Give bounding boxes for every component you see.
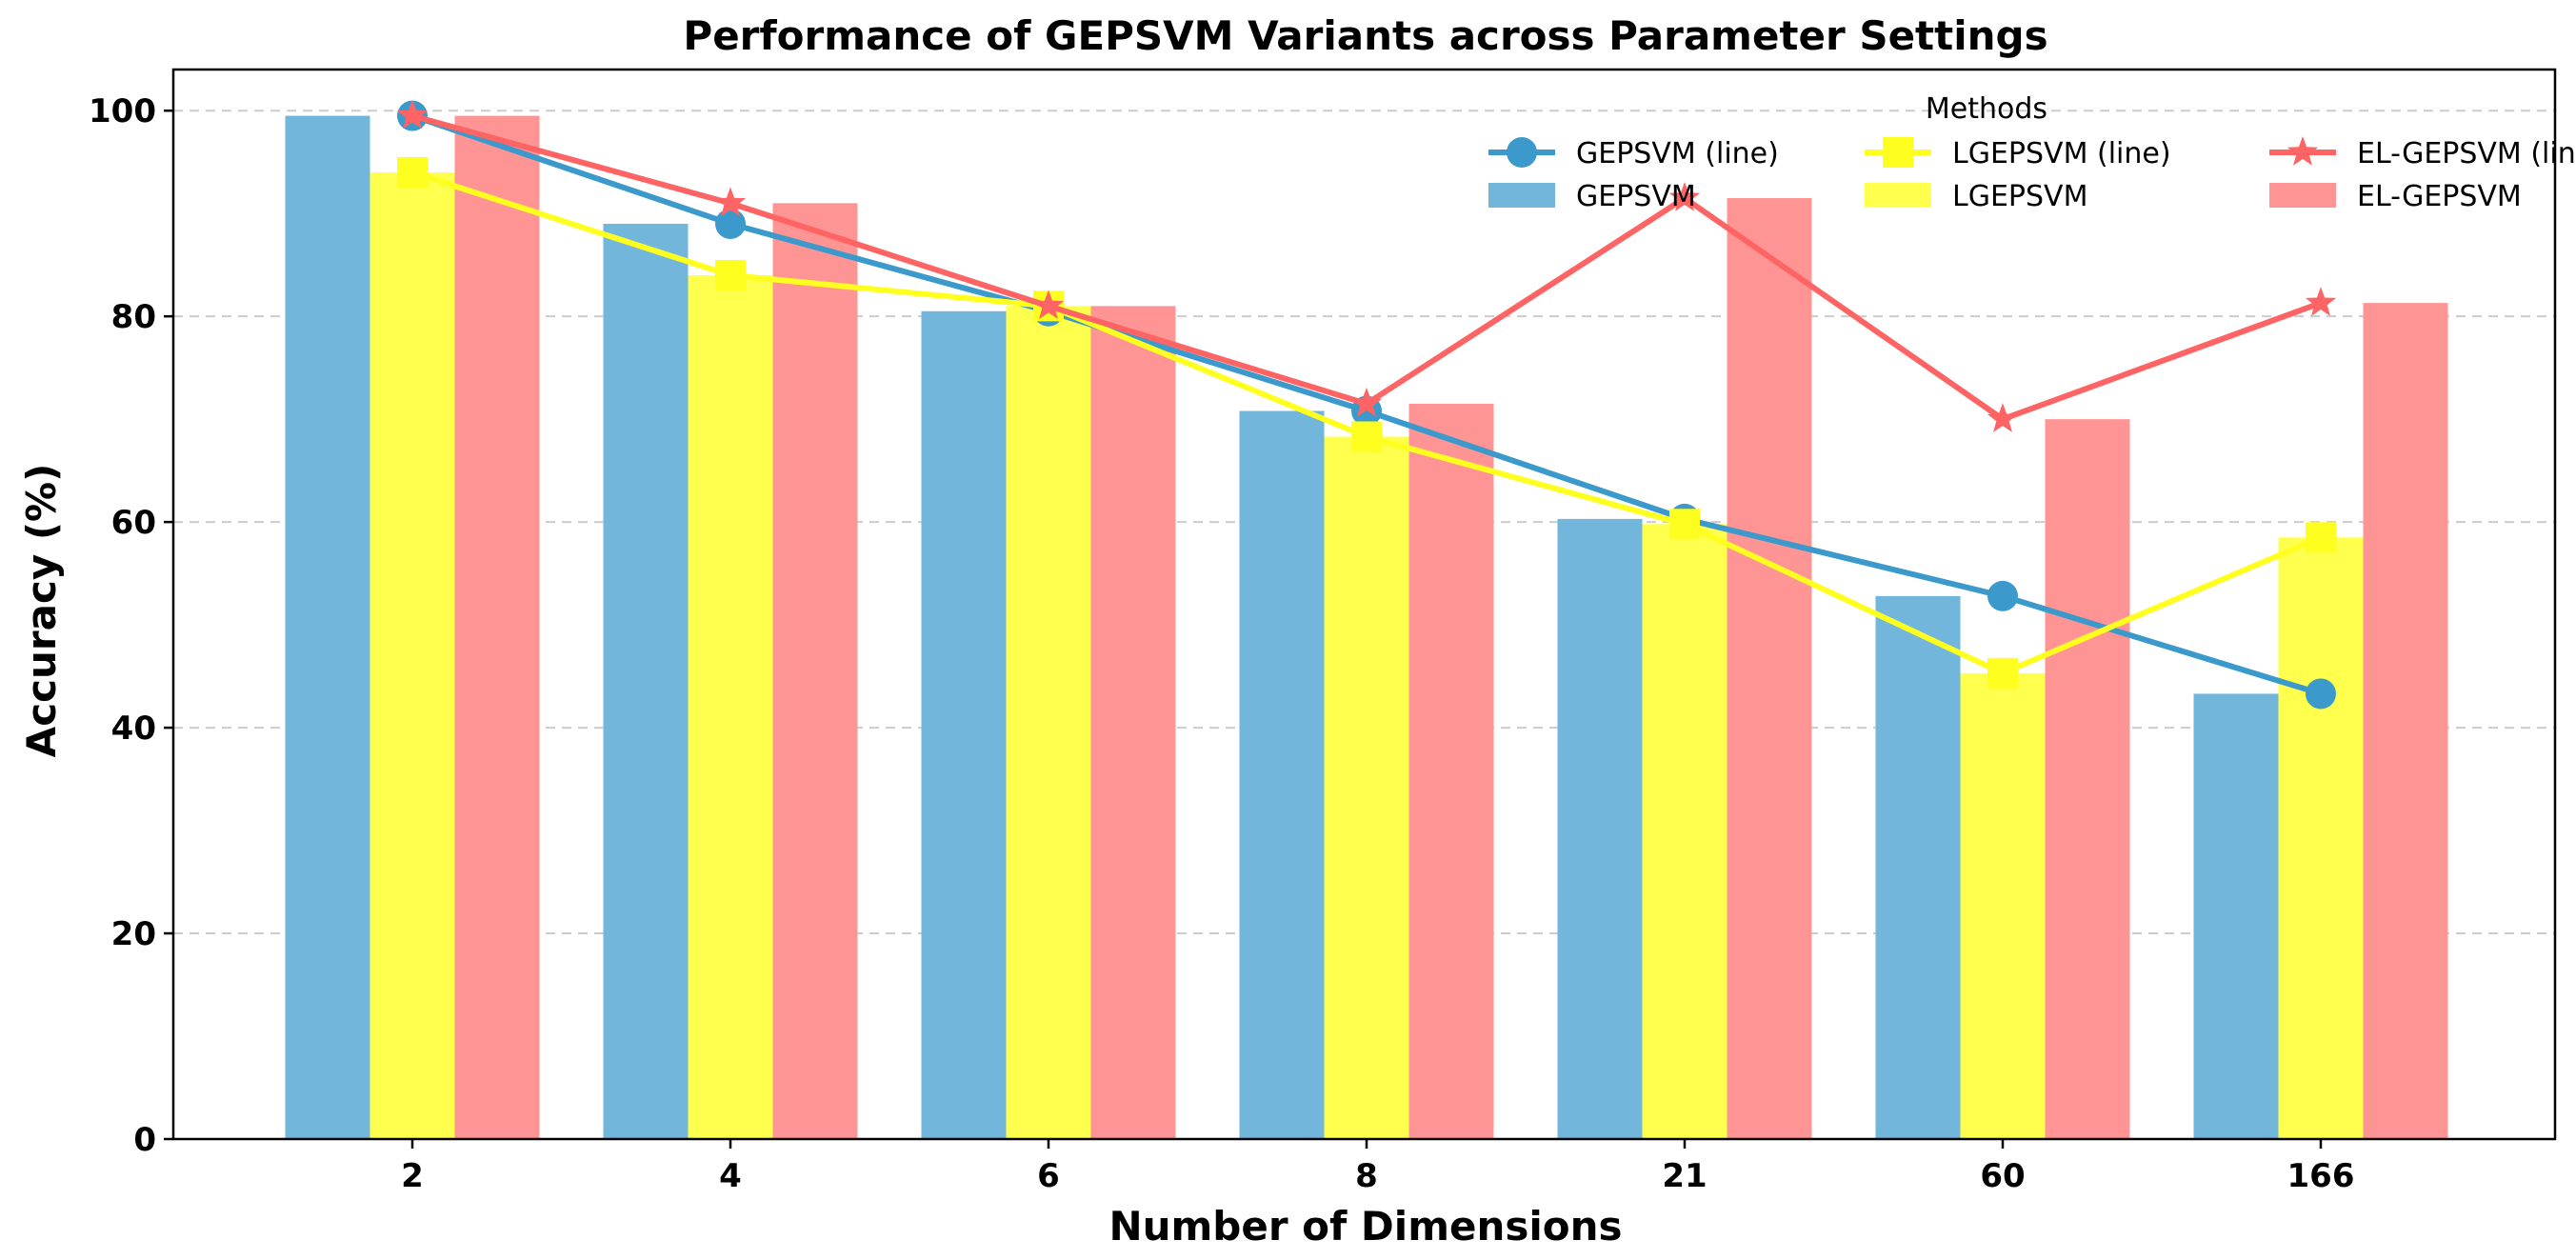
x-tick-label: 60 xyxy=(1980,1157,2025,1195)
bar-lgepsvm-4 xyxy=(688,274,773,1139)
marker-star-4 xyxy=(714,187,747,217)
legend-swatch-bar xyxy=(1865,183,1931,208)
bar-lgepsvm-21 xyxy=(1642,524,1727,1139)
y-tick-label: 60 xyxy=(111,504,156,542)
legend: Methods GEPSVM (line) LGEPSVM (line) EL-GEP… xyxy=(1488,92,2576,213)
bars xyxy=(285,115,2448,1140)
marker-star-166 xyxy=(2305,287,2337,316)
bar-gepsvm-60 xyxy=(1875,595,1961,1139)
bar-el-gepsvm-21 xyxy=(1727,197,1812,1140)
y-tick-label: 100 xyxy=(89,92,156,130)
x-tick-label: 8 xyxy=(1355,1157,1378,1195)
marker-square-166 xyxy=(2306,522,2336,553)
legend-label: LGEPSVM xyxy=(1952,180,2087,213)
legend-marker-square xyxy=(1883,137,1913,168)
legend-label: EL-GEPSVM xyxy=(2357,180,2522,213)
legend-label: LGEPSVM (line) xyxy=(1952,137,2171,170)
marker-circle-4 xyxy=(715,208,746,239)
y-tick-label: 40 xyxy=(111,710,156,748)
y-axis-label: Accuracy (%) xyxy=(18,464,65,758)
chart-title: Performance of GEPSVM Variants across Pa… xyxy=(683,12,2047,59)
legend-label: GEPSVM (line) xyxy=(1576,137,1779,170)
y-tick-label: 0 xyxy=(133,1121,156,1159)
marker-square-21 xyxy=(1669,509,1700,540)
marker-star-6 xyxy=(1032,290,1065,320)
legend-title: Methods xyxy=(1926,92,2047,126)
plot-frame xyxy=(171,68,2557,1141)
x-tick-label: 166 xyxy=(2287,1157,2355,1195)
bar-el-gepsvm-2 xyxy=(454,115,540,1140)
x-axis-ticks: 2 4 6 8 21 60 166 xyxy=(401,1139,2354,1195)
bar-gepsvm-4 xyxy=(603,223,689,1139)
bar-el-gepsvm-166 xyxy=(2363,303,2448,1139)
marker-star-8 xyxy=(1350,387,1383,417)
bar-lgepsvm-2 xyxy=(369,171,455,1139)
bar-gepsvm-6 xyxy=(921,310,1007,1139)
marker-star-60 xyxy=(1987,403,2019,432)
x-axis-label: Number of Dimensions xyxy=(1108,1203,1622,1250)
y-tick-label: 80 xyxy=(111,298,156,336)
bar-el-gepsvm-60 xyxy=(2045,419,2130,1139)
marker-circle-60 xyxy=(1987,580,2018,611)
x-tick-label: 21 xyxy=(1662,1157,1707,1195)
legend-swatch-bar xyxy=(1488,183,1555,208)
x-tick-label: 6 xyxy=(1037,1157,1060,1195)
legend-marker-circle xyxy=(1507,137,1537,168)
bar-el-gepsvm-4 xyxy=(772,203,858,1139)
bar-gepsvm-2 xyxy=(285,115,370,1140)
bar-gepsvm-166 xyxy=(2193,693,2279,1139)
legend-marker-star xyxy=(2286,136,2319,166)
bar-lgepsvm-6 xyxy=(1006,306,1091,1139)
marker-square-4 xyxy=(715,259,746,290)
marker-square-8 xyxy=(1351,421,1382,452)
bar-gepsvm-8 xyxy=(1239,410,1325,1139)
y-axis-ticks: 0 20 40 60 80 100 xyxy=(89,92,173,1159)
bar-el-gepsvm-8 xyxy=(1408,403,1494,1139)
bar-lgepsvm-166 xyxy=(2278,537,2364,1139)
marker-circle-166 xyxy=(2306,678,2336,710)
marker-star-21 xyxy=(1668,182,1701,211)
bar-lgepsvm-8 xyxy=(1324,436,1409,1139)
bar-lgepsvm-60 xyxy=(1960,672,2046,1139)
legend-label: EL-GEPSVM (line) xyxy=(2357,137,2576,170)
y-tick-label: 20 xyxy=(111,915,156,953)
marker-square-2 xyxy=(397,156,428,188)
bar-gepsvm-21 xyxy=(1557,518,1643,1139)
x-tick-label: 4 xyxy=(719,1157,742,1195)
bar-el-gepsvm-6 xyxy=(1090,306,1176,1139)
marker-square-60 xyxy=(1987,657,2018,689)
legend-label: GEPSVM xyxy=(1576,180,1696,213)
x-tick-label: 2 xyxy=(401,1157,424,1195)
series-lines xyxy=(396,99,2337,710)
legend-swatch-bar xyxy=(2269,183,2336,208)
marker-star-2 xyxy=(396,99,429,130)
